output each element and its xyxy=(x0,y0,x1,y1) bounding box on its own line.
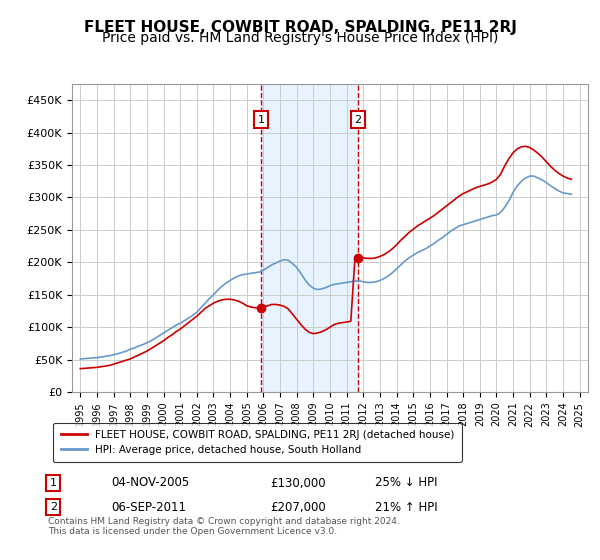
Text: 06-SEP-2011: 06-SEP-2011 xyxy=(112,501,187,514)
Text: 1: 1 xyxy=(50,478,57,488)
Text: 21% ↑ HPI: 21% ↑ HPI xyxy=(376,501,438,514)
Text: 25% ↓ HPI: 25% ↓ HPI xyxy=(376,477,438,489)
Text: 04-NOV-2005: 04-NOV-2005 xyxy=(112,477,190,489)
Text: 1: 1 xyxy=(257,115,265,125)
Bar xyxy=(261,84,358,392)
Text: FLEET HOUSE, COWBIT ROAD, SPALDING, PE11 2RJ: FLEET HOUSE, COWBIT ROAD, SPALDING, PE11… xyxy=(83,20,517,35)
Text: £130,000: £130,000 xyxy=(270,477,325,489)
Text: 2: 2 xyxy=(50,502,57,512)
Text: £207,000: £207,000 xyxy=(270,501,326,514)
Legend: FLEET HOUSE, COWBIT ROAD, SPALDING, PE11 2RJ (detached house), HPI: Average pric: FLEET HOUSE, COWBIT ROAD, SPALDING, PE11… xyxy=(53,422,461,463)
Text: Contains HM Land Registry data © Crown copyright and database right 2024.
This d: Contains HM Land Registry data © Crown c… xyxy=(48,517,400,536)
Text: 2: 2 xyxy=(354,115,361,125)
Text: Price paid vs. HM Land Registry's House Price Index (HPI): Price paid vs. HM Land Registry's House … xyxy=(102,31,498,45)
